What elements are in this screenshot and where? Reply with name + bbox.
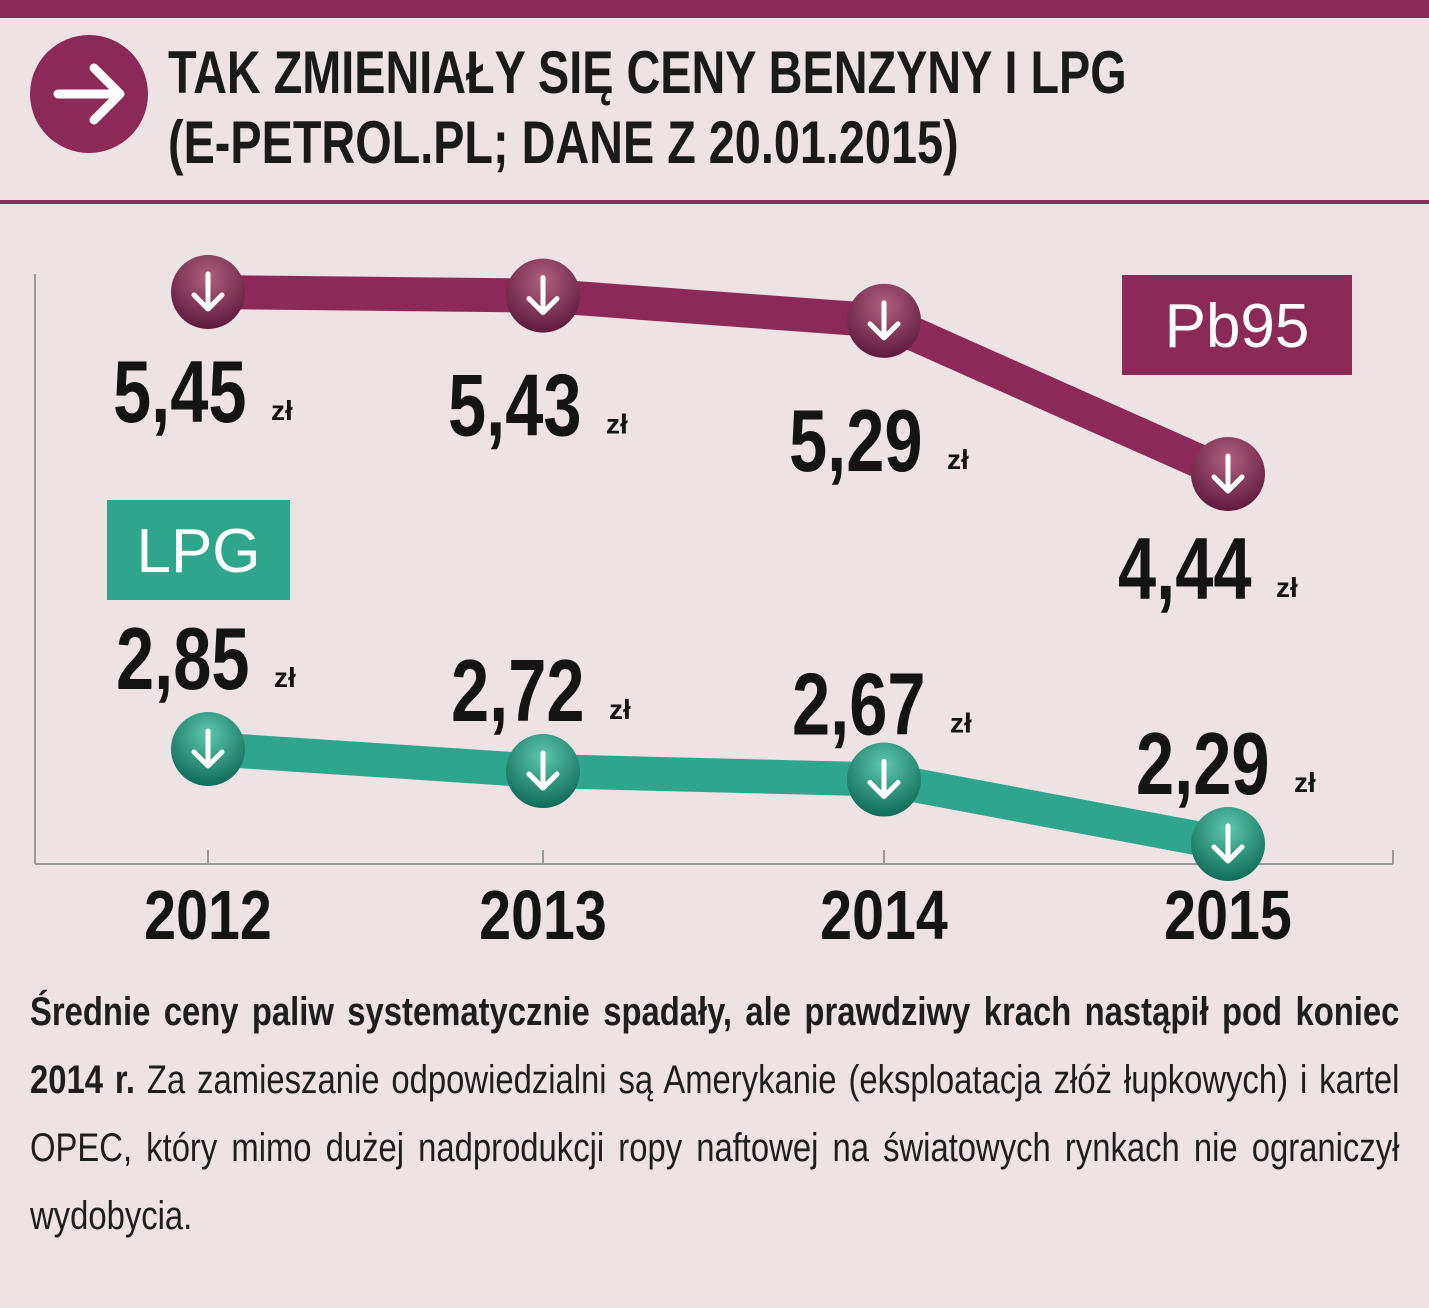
data-label: 4,44 [1118, 520, 1252, 618]
series-line-pb95 [191, 275, 1245, 491]
title-line-2: (E-PETROL.PL; DANE Z 20.01.2015) [168, 109, 959, 176]
header-divider [0, 200, 1429, 204]
legend-box-pb95 [1122, 275, 1352, 375]
legend-box-lpg [107, 500, 290, 600]
caption: Średnie ceny paliw systematycznie spadał… [30, 978, 1400, 1250]
legend-label: Pb95 [1165, 292, 1310, 361]
arrow-down-icon [506, 734, 580, 809]
arrow-right-icon [30, 35, 148, 153]
x-tick-label: 2012 [144, 876, 272, 955]
arrow-glyph [867, 759, 901, 800]
arrow-glyph [191, 271, 225, 312]
series-points [171, 255, 1265, 881]
arrow-glyph [526, 750, 560, 791]
series-line-lpg [191, 732, 1245, 861]
data-label: 2,67 [792, 655, 926, 753]
arrow-down-icon [171, 255, 245, 329]
data-label: 2,72 [451, 642, 585, 740]
legend-label: LPG [136, 517, 260, 586]
series-lines [191, 275, 1245, 861]
arrow-down-icon [1191, 437, 1265, 511]
arrow-down-icon [847, 283, 921, 358]
top-accent-bar [0, 0, 1429, 18]
arrow-down-icon [1191, 807, 1265, 881]
title-line-1: TAK ZMIENIAŁY SIĘ CENY BENZYNY I LPG [168, 39, 1127, 106]
chart-title: TAK ZMIENIAŁY SIĘ CENY BENZYNY I LPG (E-… [168, 38, 1127, 178]
unit-label: zł [1276, 572, 1298, 603]
unit-label: zł [1294, 767, 1316, 798]
x-tick-label: 2013 [479, 876, 607, 955]
unit-label: zł [606, 409, 628, 440]
unit-label: zł [274, 662, 296, 693]
x-tick-labels: 2012 2013 2014 2015 [144, 876, 1292, 955]
arrow-down-icon [847, 742, 921, 817]
arrow-glyph [191, 728, 225, 769]
arrow-glyph [1211, 823, 1245, 864]
arrow-down-icon [171, 712, 245, 786]
x-tick-label: 2015 [1164, 876, 1292, 955]
x-tick-label: 2014 [820, 876, 948, 955]
unit-label: zł [609, 694, 631, 725]
series-labels: 5,45 zł 5,43 zł 5,29 zł 4,44 zł 2,85 zł 2,72 zł 2,67… [113, 343, 1316, 813]
arrow-glyph [867, 300, 901, 341]
data-label: 2,29 [1136, 715, 1270, 813]
data-label: 5,45 [113, 343, 247, 441]
data-label: 2,85 [116, 610, 250, 708]
arrow-down-icon [506, 258, 580, 333]
unit-label: zł [271, 395, 293, 426]
line-chart: 5,45 zł 5,43 zł 5,29 zł 4,44 zł 2,85 zł 2,72 zł 2,67… [34, 255, 1394, 955]
arrow-glyph [1211, 453, 1245, 494]
unit-label: zł [950, 708, 972, 739]
legend: Pb95 LPG [107, 275, 1352, 600]
caption-bold: Średnie ceny paliw systematycznie spadał… [30, 990, 1400, 1102]
arrow-glyph [526, 275, 560, 316]
data-label: 5,43 [448, 356, 582, 454]
data-label: 5,29 [789, 392, 923, 490]
caption-regular: Za zamieszanie odpowiedzialni są Ameryka… [30, 1058, 1400, 1238]
unit-label: zł [947, 444, 969, 475]
